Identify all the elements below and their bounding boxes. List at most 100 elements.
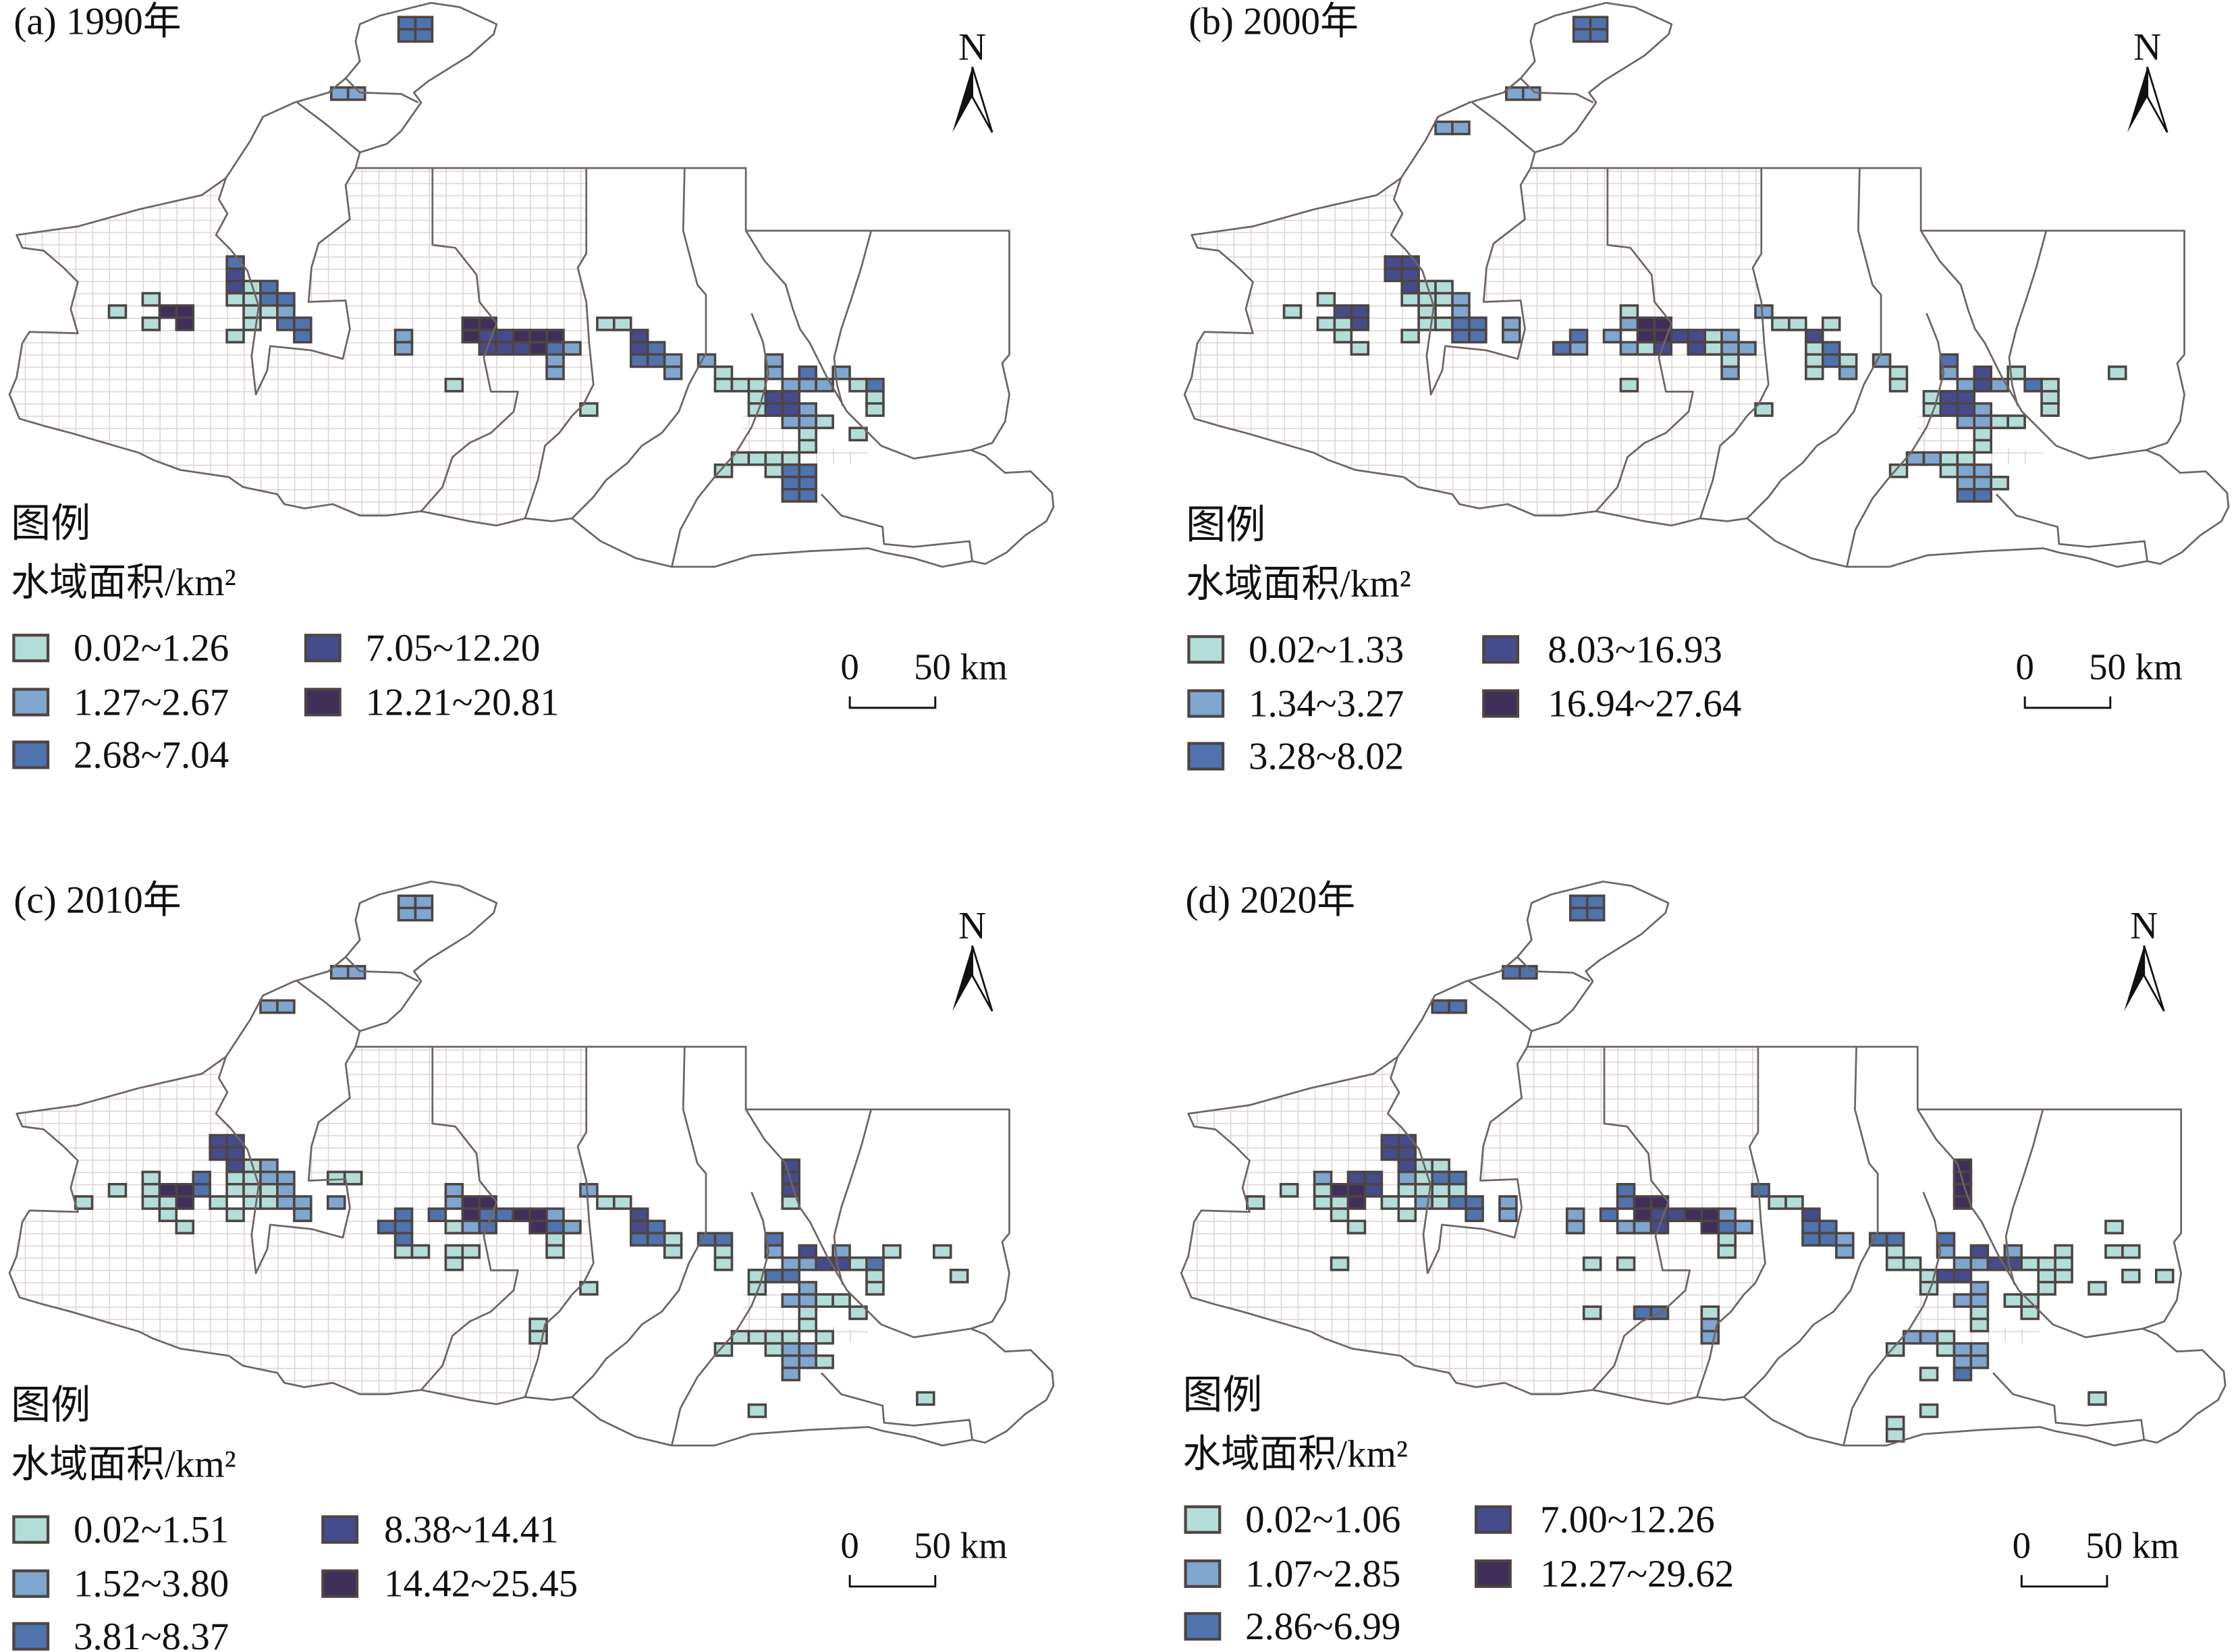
water-cell-class-3 — [1801, 1219, 1821, 1235]
water-cell-class-1 — [663, 1232, 683, 1247]
water-cell-class-2 — [1936, 1244, 1956, 1259]
water-cell-class-1 — [1431, 1158, 1450, 1174]
water-cell-class-3 — [1568, 906, 1589, 922]
water-cell-class-2 — [798, 1256, 817, 1271]
water-cell-class-1 — [444, 1256, 464, 1271]
water-cell-class-4 — [1397, 1158, 1417, 1174]
water-cell-class-3 — [545, 341, 565, 356]
water-cell-class-2 — [397, 894, 417, 910]
legend-label: 14.42~25.45 — [384, 1563, 578, 1605]
hatched-area — [9, 140, 869, 530]
north-label: N — [2130, 905, 2158, 947]
water-cell-class-2 — [1969, 1281, 1990, 1296]
water-cell-class-1 — [242, 1195, 262, 1210]
boundaries — [1180, 880, 2227, 1447]
water-cell-class-5 — [512, 1207, 531, 1222]
water-cell-class-1 — [545, 1244, 565, 1259]
water-cell-class-1 — [882, 1244, 902, 1259]
water-cell-class-5 — [1636, 329, 1656, 343]
water-cell-class-3 — [781, 1269, 801, 1284]
water-cell-class-1 — [1788, 316, 1807, 331]
internal-boundary — [1592, 1047, 1691, 1391]
boundaries — [8, 1, 1055, 568]
water-cell-class-1 — [865, 389, 885, 405]
north-arrow-right-icon — [971, 66, 993, 133]
water-cell-class-1 — [1333, 329, 1353, 343]
water-cell-class-1 — [1805, 365, 1824, 381]
water-cell-class-4 — [629, 1207, 649, 1222]
water-cell-class-1 — [1720, 353, 1740, 368]
water-cell-class-3 — [1448, 1170, 1467, 1186]
water-cell-class-2 — [1498, 1195, 1518, 1210]
water-cell-class-2 — [1953, 1342, 1973, 1357]
water-cell-class-1 — [1703, 329, 1723, 343]
water-cell-class-1 — [225, 1182, 245, 1198]
water-cell-class-3 — [427, 1207, 447, 1222]
internal-boundary — [571, 167, 707, 520]
water-cell-class-2 — [1973, 475, 1993, 491]
water-cell-class-3 — [781, 463, 801, 478]
water-cell-class-3 — [1468, 329, 1488, 343]
water-cell-class-1 — [1888, 365, 1909, 381]
water-cell-class-3 — [1868, 1232, 1888, 1247]
water-cell-class-4 — [1380, 1134, 1400, 1149]
water-cell-class-2 — [1835, 1232, 1855, 1247]
water-cell-class-3 — [1717, 1219, 1737, 1235]
water-cell-class-1 — [1919, 1367, 1939, 1381]
water-cell-class-3 — [1616, 1195, 1636, 1210]
water-cell-class-1 — [1973, 439, 1993, 454]
water-cell-class-2 — [545, 365, 565, 381]
water-cell-class-2 — [414, 906, 434, 922]
water-cell-class-1 — [1888, 377, 1909, 393]
water-cell-class-2 — [1872, 353, 1892, 368]
water-cell-class-3 — [781, 475, 801, 491]
water-cell-class-1 — [2040, 389, 2060, 405]
water-cell-class-1 — [1616, 1256, 1636, 1271]
water-cell-class-2 — [1568, 341, 1589, 356]
scale-bar-line — [848, 1575, 937, 1588]
water-cell-class-3 — [1568, 894, 1589, 910]
water-cell-class-3 — [1589, 28, 1609, 43]
legend-label: 0.02~1.06 — [1245, 1499, 1400, 1541]
map-base — [1181, 881, 2226, 1446]
water-cell-class-1 — [1431, 1182, 1450, 1198]
water-cell-class-1 — [1936, 1329, 1956, 1345]
water-cell-class-5 — [1636, 316, 1656, 331]
internal-boundary — [1471, 101, 1536, 153]
panel-title: (b) 2000年 — [1189, 1, 1359, 43]
boundaries — [8, 880, 1055, 1447]
water-cell-class-2 — [259, 1158, 279, 1174]
water-cell-class-1 — [613, 1195, 632, 1210]
water-cell-class-2 — [1414, 1195, 1434, 1210]
water-cell-class-3 — [798, 463, 817, 478]
water-cell-class-5 — [1633, 1207, 1653, 1222]
internal-boundary — [820, 493, 973, 561]
water-cell-class-3 — [276, 316, 296, 331]
water-cell-class-1 — [781, 451, 801, 466]
legend-item-3: 2.68~7.04 — [12, 734, 229, 776]
water-cell-class-4 — [1936, 1269, 1956, 1284]
water-cell-class-4 — [831, 1256, 851, 1271]
water-cell-class-2 — [1737, 341, 1757, 356]
water-cell-class-1 — [2104, 1219, 2124, 1235]
water-cell-class-1 — [815, 1329, 834, 1345]
water-cell-class-2 — [831, 365, 851, 381]
water-cell-class-3 — [414, 16, 434, 31]
water-cell-class-3 — [798, 475, 817, 491]
water-cell-class-1 — [815, 1293, 834, 1309]
water-cell-class-3 — [1451, 316, 1471, 331]
north-label: N — [958, 26, 986, 69]
water-cell-class-4 — [1956, 389, 1976, 405]
water-cell-class-3 — [192, 1182, 211, 1198]
water-cell-class-1 — [1431, 1195, 1450, 1210]
water-cell-class-4 — [2003, 1256, 2023, 1271]
water-cell-class-2 — [1956, 475, 1976, 491]
water-cell-class-2 — [781, 1354, 801, 1369]
water-cell-class-1 — [596, 1195, 616, 1210]
water-cell-class-1 — [1919, 1281, 1939, 1296]
water-cell-class-1 — [1885, 1256, 1905, 1271]
water-cell-class-2 — [545, 1207, 565, 1222]
hatch-east — [1915, 1284, 2040, 1344]
internal-boundary — [1917, 1109, 2143, 1338]
